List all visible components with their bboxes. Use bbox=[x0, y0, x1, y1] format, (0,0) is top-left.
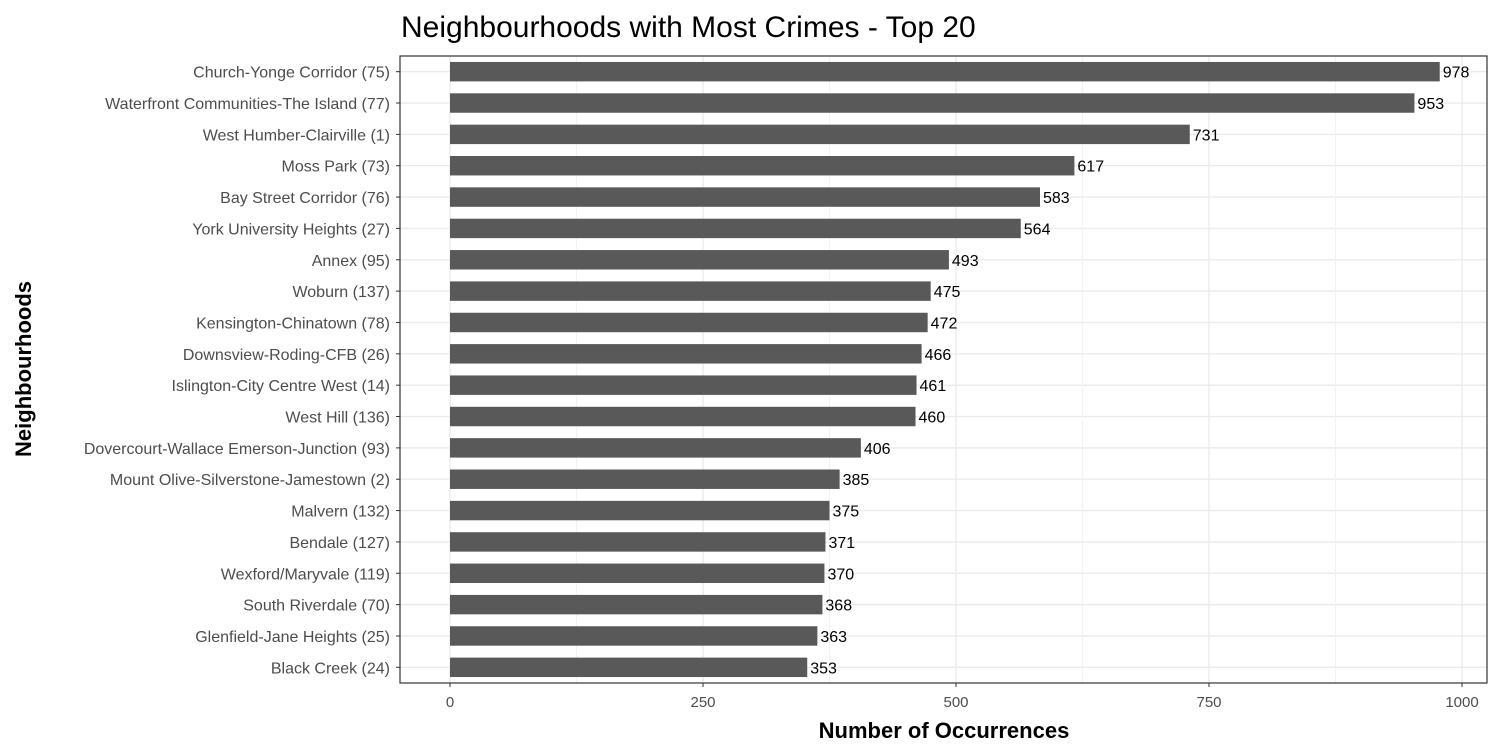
bar-value-label: 953 bbox=[1417, 96, 1444, 113]
bar-value-label: 375 bbox=[833, 504, 860, 521]
y-tick-label: Kensington-Chinatown (78) bbox=[196, 315, 390, 332]
bar bbox=[450, 500, 830, 521]
x-tick-label: 750 bbox=[1196, 694, 1221, 711]
bar-value-label: 353 bbox=[810, 660, 837, 677]
bar-value-label: 461 bbox=[920, 378, 947, 395]
x-tick-label: 0 bbox=[446, 694, 454, 711]
y-tick-label: Dovercourt-Wallace Emerson-Junction (93) bbox=[84, 441, 390, 458]
y-tick-label: Glenfield-Jane Heights (25) bbox=[195, 629, 390, 646]
bar-value-label: 363 bbox=[820, 629, 847, 646]
bar bbox=[450, 156, 1075, 176]
y-tick-label: Wexford/Maryvale (119) bbox=[221, 566, 390, 583]
bar-value-label: 466 bbox=[925, 347, 952, 364]
bar-value-label: 731 bbox=[1193, 127, 1220, 144]
y-axis-title: Neighbourhoods bbox=[11, 281, 36, 457]
y-tick-label: Malvern (132) bbox=[291, 504, 390, 521]
bar bbox=[450, 124, 1190, 145]
bar-value-label: 370 bbox=[827, 566, 854, 583]
y-tick-label: Downsview-Roding-CFB (26) bbox=[183, 347, 390, 364]
bar bbox=[450, 563, 825, 583]
bar-value-label: 978 bbox=[1443, 65, 1470, 82]
bar-value-label: 583 bbox=[1043, 190, 1070, 207]
bar-value-label: 472 bbox=[931, 315, 958, 332]
bar bbox=[450, 93, 1415, 113]
bar-value-label: 371 bbox=[828, 535, 855, 552]
value-labels: 978 953 731 617 583 564 493 475 472 466 461 460 406 3… bbox=[810, 65, 1469, 678]
bar-value-label: 460 bbox=[919, 410, 946, 427]
bar bbox=[450, 594, 823, 615]
bar bbox=[450, 344, 922, 364]
x-tick-label: 1000 bbox=[1445, 694, 1478, 711]
y-tick-label: Bay Street Corridor (76) bbox=[220, 190, 390, 207]
x-tick-label: 250 bbox=[690, 694, 715, 711]
bar-value-label: 564 bbox=[1024, 221, 1051, 238]
bar-value-label: 406 bbox=[864, 441, 891, 458]
y-tick-label: Mount Olive-Silverstone-Jamestown (2) bbox=[110, 472, 390, 489]
y-tick-label: Black Creek (24) bbox=[271, 660, 390, 677]
bar bbox=[450, 469, 840, 489]
bar bbox=[450, 250, 949, 270]
bar-value-label: 368 bbox=[825, 598, 852, 615]
y-tick-label: Moss Park (73) bbox=[282, 159, 390, 176]
y-tick-label: West Hill (136) bbox=[285, 410, 390, 427]
bar bbox=[450, 657, 808, 678]
bar-value-label: 493 bbox=[952, 253, 979, 270]
bar-value-label: 475 bbox=[934, 284, 961, 301]
y-tick-label: South Riverdale (70) bbox=[243, 598, 390, 615]
y-tick-label: Islington-City Centre West (14) bbox=[172, 378, 390, 395]
bar bbox=[450, 281, 931, 301]
bar bbox=[450, 61, 1440, 82]
bar-value-label: 385 bbox=[843, 472, 870, 489]
bar bbox=[450, 532, 826, 552]
x-axis-title: Number of Occurrences bbox=[819, 718, 1070, 743]
y-tick-label: York University Heights (27) bbox=[192, 221, 390, 238]
x-tick-label: 500 bbox=[943, 694, 968, 711]
y-tick-label: West Humber-Clairville (1) bbox=[203, 127, 390, 144]
bar bbox=[450, 312, 928, 333]
y-tick-label: Church-Yonge Corridor (75) bbox=[193, 65, 390, 82]
y-tick-labels: Church-Yonge Corridor (75) Waterfront Com… bbox=[84, 65, 400, 677]
bar bbox=[450, 218, 1021, 239]
bar bbox=[450, 375, 917, 395]
y-tick-label: Woburn (137) bbox=[292, 284, 390, 301]
bar bbox=[450, 406, 916, 427]
y-tick-label: Waterfront Communities-The Island (77) bbox=[105, 96, 390, 113]
bar bbox=[450, 626, 818, 646]
bar-value-label: 617 bbox=[1077, 159, 1104, 176]
bar bbox=[450, 187, 1040, 207]
grid-lines bbox=[400, 56, 1487, 683]
y-tick-label: Bendale (127) bbox=[289, 535, 390, 552]
chart-title: Neighbourhoods with Most Crimes - Top 20 bbox=[401, 11, 976, 44]
y-tick-label: Annex (95) bbox=[312, 253, 390, 270]
bar bbox=[450, 438, 861, 458]
bars bbox=[450, 61, 1440, 678]
x-tick-labels: 0 250 500 750 1000 bbox=[446, 683, 1479, 711]
panel-border bbox=[399, 55, 1488, 684]
